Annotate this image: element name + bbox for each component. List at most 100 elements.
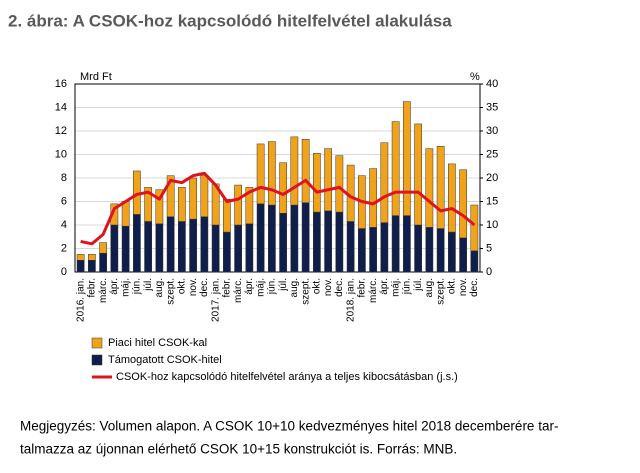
x-tick-label: febr. [357,278,368,297]
x-tick-label: szept. [435,278,446,305]
bar-segment [268,204,276,273]
bar-segment [380,142,389,223]
note: Megjegyzés: Volumen alapon. A CSOK 10+10… [20,419,558,434]
x-tick-label: ápr. [109,278,120,295]
bar-segment [223,198,231,233]
bar-segment [459,237,467,273]
bar-segment [178,187,186,222]
y-tick-label: 6 [61,195,67,207]
bar-segment [313,211,321,273]
bar-segment [88,260,96,273]
x-tick-label: 2017. jan. [210,278,221,322]
y-tick-label: 14 [55,101,67,113]
note: talmazza az újonnan elérhető CSOK 10+15 … [20,442,457,457]
bar-segment [133,214,141,273]
bar-segment [301,202,310,273]
bar-segment [155,223,164,273]
x-tick-label: okt. [447,278,458,294]
bar-segment [403,101,411,216]
bar-segment [76,260,85,273]
y2-tick-label: 40 [486,78,498,90]
x-tick-label: szept. [300,278,311,305]
y2-tick-label: 10 [486,219,498,231]
bar-segment [391,215,400,273]
bar-segment [380,222,389,273]
bar-segment [324,210,332,273]
bar-segment [369,227,377,273]
x-tick-label: júl. [143,278,154,292]
x-tick-label: okt. [177,278,188,294]
bar-segment [425,148,434,228]
x-tick-label: ápr. [379,278,390,295]
legend-swatch [91,354,103,366]
bar-segment [425,227,434,273]
bar-segment [256,143,265,205]
legend-label: Piaci hitel CSOK-kal [108,337,207,349]
bar-segment [335,155,344,213]
bar-segment [414,123,422,226]
bar-segment [200,175,209,218]
x-tick-label: dec. [334,278,345,297]
y2-axis-label: % [470,71,480,83]
bar-segment [313,153,321,213]
y-axis-label: Mrd Ft [80,71,112,83]
line-series [80,171,476,246]
y-tick-label: 10 [55,148,67,160]
legend-swatch [91,337,103,349]
bar-segment [245,223,254,273]
bar-segment [301,138,310,203]
legend-label: CSOK-hoz kapcsolódó hitelfelvétel aránya… [116,371,458,383]
bar-segment [99,242,107,254]
bar-segment [346,221,355,273]
bar-segment [121,201,130,227]
y2-tick-label: 0 [486,266,492,278]
bar-segment [290,204,299,273]
x-tick-label: aug. [424,278,435,297]
bar-segment [223,231,231,273]
bar-segment [200,216,209,273]
x-tick-label: 2016. jan. [75,278,86,322]
x-tick-label: jún. [402,278,413,295]
x-tick-label: máj. [390,278,401,297]
bar-segment [279,162,287,214]
x-tick-label: júl. [278,278,289,292]
bar-segment [324,148,332,212]
bar-segment [403,215,411,273]
y2-tick-label: 35 [486,101,498,113]
x-tick-label: ápr. [244,278,255,295]
x-tick-label: okt. [312,278,323,294]
bar-segment [110,224,119,273]
x-tick-label: aug. [154,278,165,297]
y2-tick-label: 20 [486,172,498,184]
x-tick-label: júl. [413,278,424,292]
y-tick-label: 16 [55,78,67,90]
bar-segment [245,187,254,225]
bar-segment [76,254,85,261]
bar-segment [178,221,186,273]
x-tick-label: aug. [289,278,300,297]
x-tick-label: máj. [120,278,131,297]
bar-segment [166,216,175,273]
chart-title: 2. ábra: A CSOK-hoz kapcsolódó hitelfelv… [8,11,452,30]
bar-segment [470,250,479,273]
bar-segment [268,141,276,206]
x-tick-label: febr. [222,278,233,297]
bar-segment [436,228,445,273]
bar-segment [155,189,164,225]
y-tick-label: 8 [61,172,67,184]
x-tick-label: dec. [469,278,480,297]
bar-segment [234,224,242,273]
x-tick-label: nov. [323,278,334,296]
x-tick-label: márc. [98,278,109,303]
bar-segment [88,254,96,261]
x-tick-label: nov. [458,278,469,296]
y-tick-label: 2 [61,242,67,254]
x-tick-label: febr. [87,278,98,297]
bar-segment [189,218,197,273]
bar-segment [121,225,130,273]
x-tick-label: márc. [368,278,379,303]
bar-segment [391,121,400,216]
bar-segment [436,146,445,229]
bar-segment [256,203,265,273]
